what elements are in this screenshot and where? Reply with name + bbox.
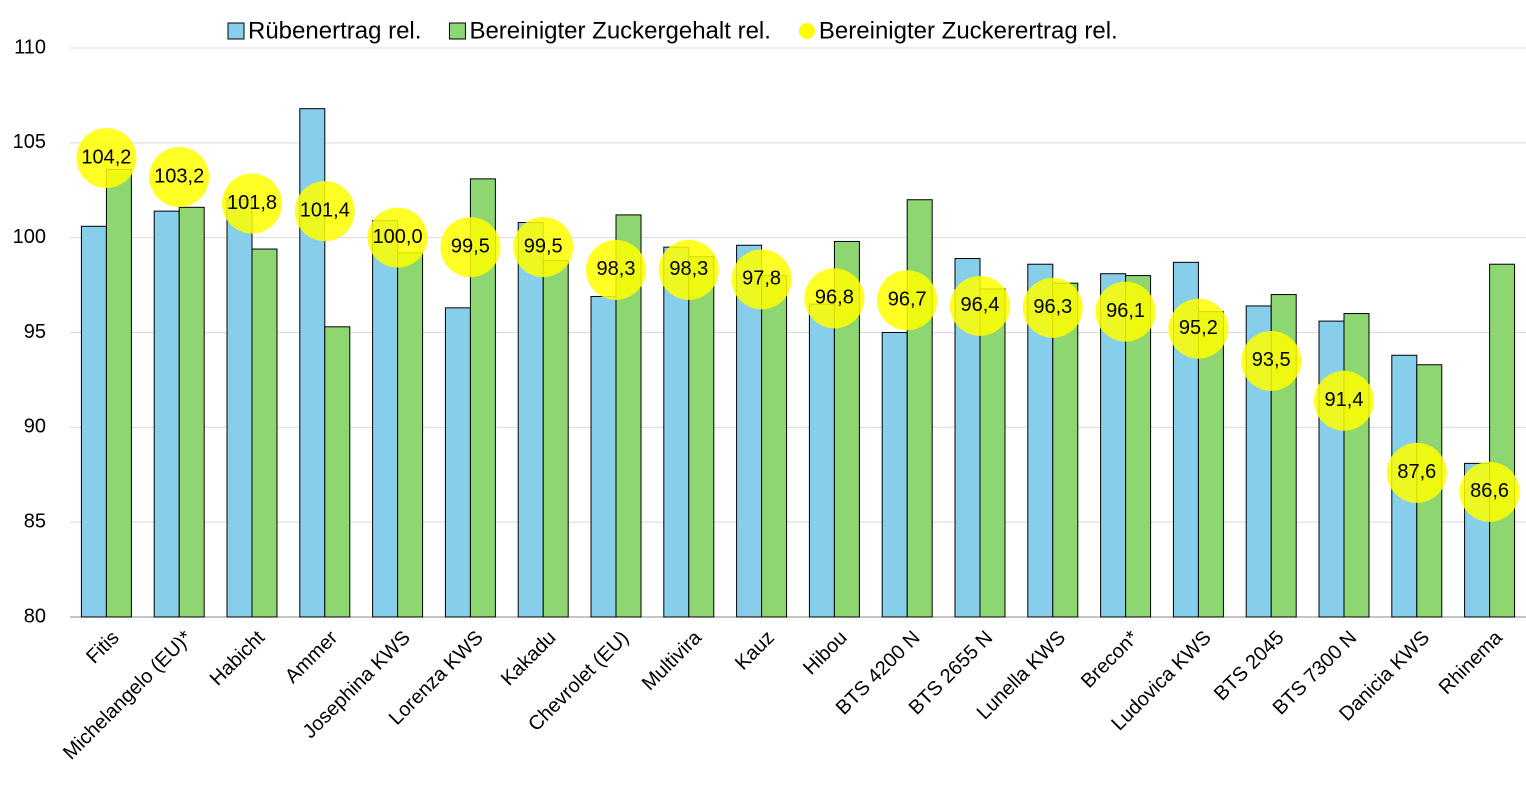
y-tick-label: 100	[13, 226, 46, 248]
bar	[1197, 311, 1224, 618]
bar	[105, 168, 132, 618]
x-tick-label: Kakadu	[497, 627, 561, 691]
bar	[542, 259, 569, 618]
dot	[1314, 370, 1374, 431]
dot	[950, 275, 1010, 336]
legend-label: Bereinigter Zuckerertrag rel.	[819, 17, 1118, 44]
x-tick-label: Brecon*	[1077, 627, 1143, 693]
x-tick-label: Rhinema	[1435, 626, 1508, 699]
bar	[324, 326, 351, 618]
bar	[517, 221, 544, 618]
dot	[1168, 298, 1229, 359]
bar	[372, 220, 399, 618]
data-label: 95,2	[1179, 317, 1218, 339]
dot	[804, 268, 865, 329]
dot	[586, 239, 646, 300]
data-label: 97,8	[742, 268, 781, 290]
data-label: 96,7	[888, 289, 927, 311]
y-tick-label: 95	[24, 321, 46, 343]
bar	[178, 206, 205, 618]
data-label: 96,8	[815, 287, 854, 309]
x-tick-label: Habicht	[206, 626, 270, 690]
dot	[222, 173, 282, 234]
dot	[1241, 330, 1302, 391]
data-label: 104,2	[81, 146, 131, 168]
data-label: 86,6	[1470, 480, 1509, 502]
y-tick-label: 105	[13, 131, 46, 153]
legend-label: Bereinigter Zuckergehalt rel.	[469, 17, 770, 44]
dot	[658, 239, 719, 300]
bar	[590, 295, 617, 618]
x-tick-label: Hibou	[799, 627, 852, 680]
bar	[444, 307, 471, 618]
data-label: 96,3	[1033, 296, 1072, 318]
legend-swatch	[448, 22, 466, 40]
bar	[1489, 263, 1516, 618]
data-label: 93,5	[1252, 349, 1291, 371]
data-label: 96,1	[1106, 300, 1145, 322]
dot	[1459, 461, 1520, 522]
dot	[731, 249, 792, 310]
x-tick-label: Fitis	[82, 627, 123, 668]
legend-label: Rübenertrag rel.	[248, 17, 421, 44]
data-label: 96,4	[961, 294, 1000, 316]
dot	[294, 181, 355, 242]
dot	[1386, 442, 1447, 503]
bar	[808, 303, 835, 618]
x-tick-label: Ammer	[281, 626, 342, 687]
bar	[688, 256, 715, 618]
bar	[761, 275, 788, 618]
data-label: 101,4	[300, 199, 350, 221]
data-label: 101,8	[227, 192, 277, 214]
dot	[149, 146, 210, 207]
data-label: 103,2	[154, 165, 204, 187]
data-label: 91,4	[1325, 389, 1364, 411]
data-label: 98,3	[597, 258, 636, 280]
bar	[226, 199, 253, 618]
data-label: 99,5	[524, 235, 563, 257]
legend-swatch	[798, 23, 815, 39]
x-tick-label: BTS 2045	[1210, 627, 1288, 705]
bar	[663, 246, 690, 618]
data-label: 98,3	[669, 258, 708, 280]
dot	[877, 270, 938, 331]
dot	[367, 207, 428, 268]
x-tick-label: Kauz	[731, 627, 779, 675]
dot	[513, 217, 574, 278]
dot	[1022, 277, 1083, 338]
data-label: 99,5	[451, 235, 490, 257]
data-label: 87,6	[1397, 461, 1436, 483]
data-label: 100,0	[373, 226, 423, 248]
dot	[440, 217, 501, 278]
dot	[76, 128, 137, 189]
legend-swatch	[227, 22, 245, 40]
bar	[1343, 313, 1370, 618]
bar	[906, 199, 933, 618]
dot	[1095, 281, 1156, 342]
bar	[979, 288, 1006, 618]
y-tick-label: 110	[14, 36, 46, 58]
x-tick-label: Multivira	[638, 626, 707, 695]
y-tick-label: 90	[24, 416, 46, 438]
x-tick-label: Michelangelo (EU)*	[59, 627, 197, 765]
bar	[1318, 320, 1345, 618]
bar	[80, 225, 107, 618]
bar	[153, 210, 180, 618]
bar	[251, 248, 278, 618]
bar	[881, 332, 908, 618]
y-tick-label: 85	[24, 510, 46, 532]
bar	[397, 252, 424, 618]
y-tick-label: 80	[24, 605, 46, 627]
